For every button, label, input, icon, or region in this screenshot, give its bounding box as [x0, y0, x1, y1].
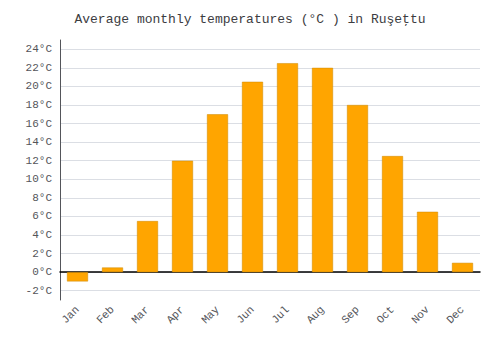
svg-text:Sep: Sep	[339, 304, 361, 326]
svg-text:Nov: Nov	[409, 303, 432, 326]
svg-text:Jan: Jan	[59, 304, 81, 326]
svg-text:Jun: Jun	[234, 304, 256, 326]
svg-text:May: May	[199, 303, 222, 326]
svg-text:4°C: 4°C	[32, 229, 52, 241]
svg-text:Mar: Mar	[129, 304, 151, 326]
svg-text:Dec: Dec	[444, 304, 466, 326]
svg-text:Jul: Jul	[269, 304, 291, 326]
svg-text:-2°C: -2°C	[26, 285, 53, 297]
svg-text:2°C: 2°C	[32, 248, 52, 260]
svg-text:12°C: 12°C	[26, 155, 53, 167]
svg-text:14°C: 14°C	[26, 136, 53, 148]
svg-text:6°C: 6°C	[32, 210, 52, 222]
svg-text:Aug: Aug	[304, 304, 326, 326]
svg-text:Oct: Oct	[374, 304, 396, 326]
svg-text:20°C: 20°C	[26, 80, 53, 92]
svg-text:Feb: Feb	[94, 304, 116, 326]
svg-text:24°C: 24°C	[26, 43, 53, 55]
svg-text:10°C: 10°C	[26, 173, 53, 185]
svg-text:22°C: 22°C	[26, 62, 53, 74]
svg-text:18°C: 18°C	[26, 99, 53, 111]
svg-text:Apr: Apr	[164, 304, 186, 326]
svg-text:16°C: 16°C	[26, 118, 53, 130]
svg-text:0°C: 0°C	[32, 266, 52, 278]
svg-text:Average monthly temperatures (: Average monthly temperatures (°C ) in Ru…	[74, 12, 425, 27]
svg-text:8°C: 8°C	[32, 192, 52, 204]
